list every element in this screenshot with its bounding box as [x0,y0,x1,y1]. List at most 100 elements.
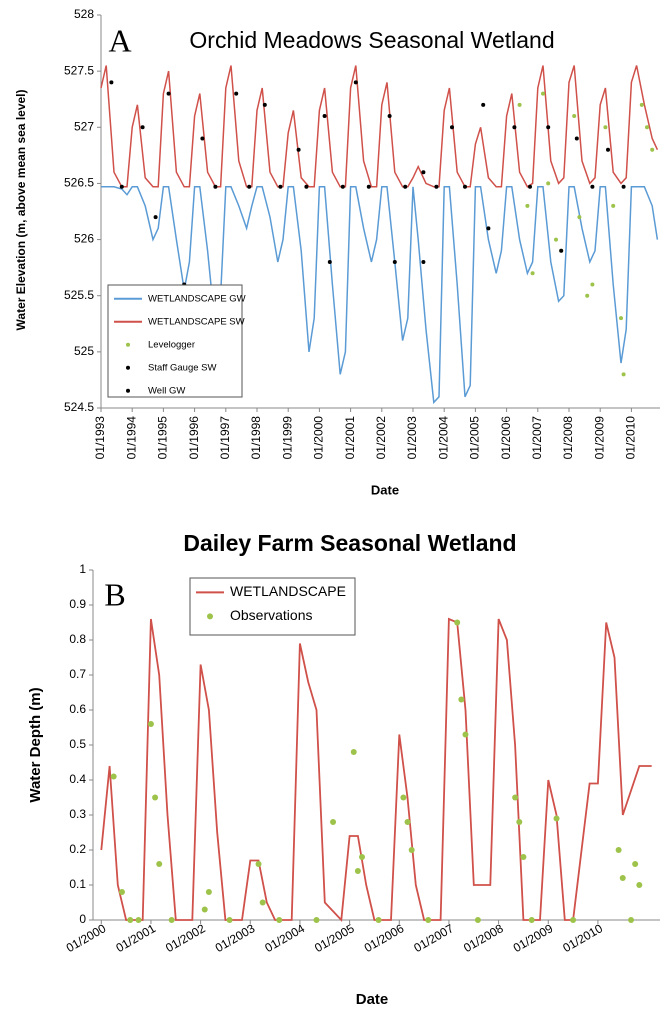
data-point [512,125,517,130]
series-line [100,617,652,923]
data-point [574,136,579,141]
data-point [359,854,366,860]
data-point [259,899,266,906]
y-tick-label: 0.8 [69,632,86,646]
data-point [639,102,644,107]
data-point [512,794,519,801]
x-tick-label: 01/2002 [163,921,208,955]
data-point [450,125,454,130]
data-point [463,184,467,189]
x-axis-label: Date [371,482,399,497]
x-tick-label: 01/2003 [213,921,258,955]
y-tick-label: 0 [79,912,86,926]
data-point [606,147,610,152]
legend-swatch [207,613,213,620]
x-tick-label: 01/2007 [411,921,456,955]
data-point [166,91,171,96]
data-point [350,749,357,755]
y-tick-label: 526 [74,232,94,246]
data-point [330,819,337,825]
x-tick-label: 01/2010 [560,921,605,955]
data-point [636,882,643,888]
chart-title: Dailey Farm Seasonal Wetland [183,530,516,556]
data-point [425,917,432,923]
data-point [304,184,309,189]
y-tick-label: 0.2 [69,842,86,856]
x-tick-label: 01/2010 [624,416,638,460]
x-tick-label: 01/1993 [93,416,107,460]
x-tick-label: 01/2009 [511,921,556,955]
legend-label: WETLANDSCAPE [230,583,346,599]
data-point [327,260,332,265]
y-tick-label: 0.9 [69,597,86,611]
data-point [140,125,145,130]
data-point [570,917,577,923]
data-point [554,237,558,242]
data-point [434,184,439,189]
data-point [603,125,608,130]
data-point [421,170,426,175]
data-point [313,917,320,923]
data-point [404,819,411,825]
data-point [621,372,626,377]
data-point [213,184,218,189]
y-tick-label: 525.5 [64,288,94,302]
x-tick-label: 01/1995 [156,416,170,460]
data-point [458,696,465,703]
data-point [619,875,626,881]
x-tick-label: 01/2005 [312,921,357,955]
data-point [619,316,623,321]
y-tick-label: 528 [74,7,94,21]
x-tick-label: 01/2008 [561,416,575,460]
data-point [322,114,327,119]
legend-label: Staff Gauge SW [148,362,217,373]
data-point [354,868,361,874]
data-point [147,721,154,727]
data-point [255,861,262,867]
data-point [559,248,564,253]
legend-label: Levelogger [148,339,195,350]
data-point [109,80,114,85]
y-tick-label: 0.6 [69,702,86,716]
x-tick-label: 01/2006 [362,921,407,955]
data-point [528,184,532,189]
x-tick-label: 01/2001 [113,921,158,955]
legend-box [107,284,243,398]
data-point [119,184,124,189]
legend-swatch [126,342,130,347]
data-point [278,184,283,189]
data-point [226,917,233,923]
data-point [168,917,175,923]
data-point [201,906,208,913]
data-point [205,889,212,895]
data-point [553,815,560,822]
x-tick-label: 01/2004 [262,921,307,955]
legend-box [189,577,356,636]
data-point [118,889,125,895]
data-point [590,184,595,189]
data-point [577,215,582,220]
data-point [353,80,358,85]
data-point [628,917,635,923]
x-tick-label: 01/2001 [343,416,357,460]
x-tick-label: 01/2000 [64,921,109,955]
y-tick-label: 526.5 [64,176,94,190]
x-tick-label: 01/1996 [187,416,201,460]
data-point [611,203,616,208]
y-tick-label: 0.5 [69,737,86,751]
data-point [340,184,345,189]
legend-swatch [126,388,130,393]
legend-label: Observations [230,607,312,623]
data-point [366,184,371,189]
data-point [517,102,522,107]
series-line [101,186,659,405]
data-point [645,125,649,130]
data-point [276,917,283,923]
data-point [621,184,626,189]
data-point [650,147,655,152]
data-point [127,917,134,923]
y-tick-label: 0.7 [69,667,86,681]
x-tick-label: 01/1998 [249,416,263,460]
data-point [585,293,590,298]
